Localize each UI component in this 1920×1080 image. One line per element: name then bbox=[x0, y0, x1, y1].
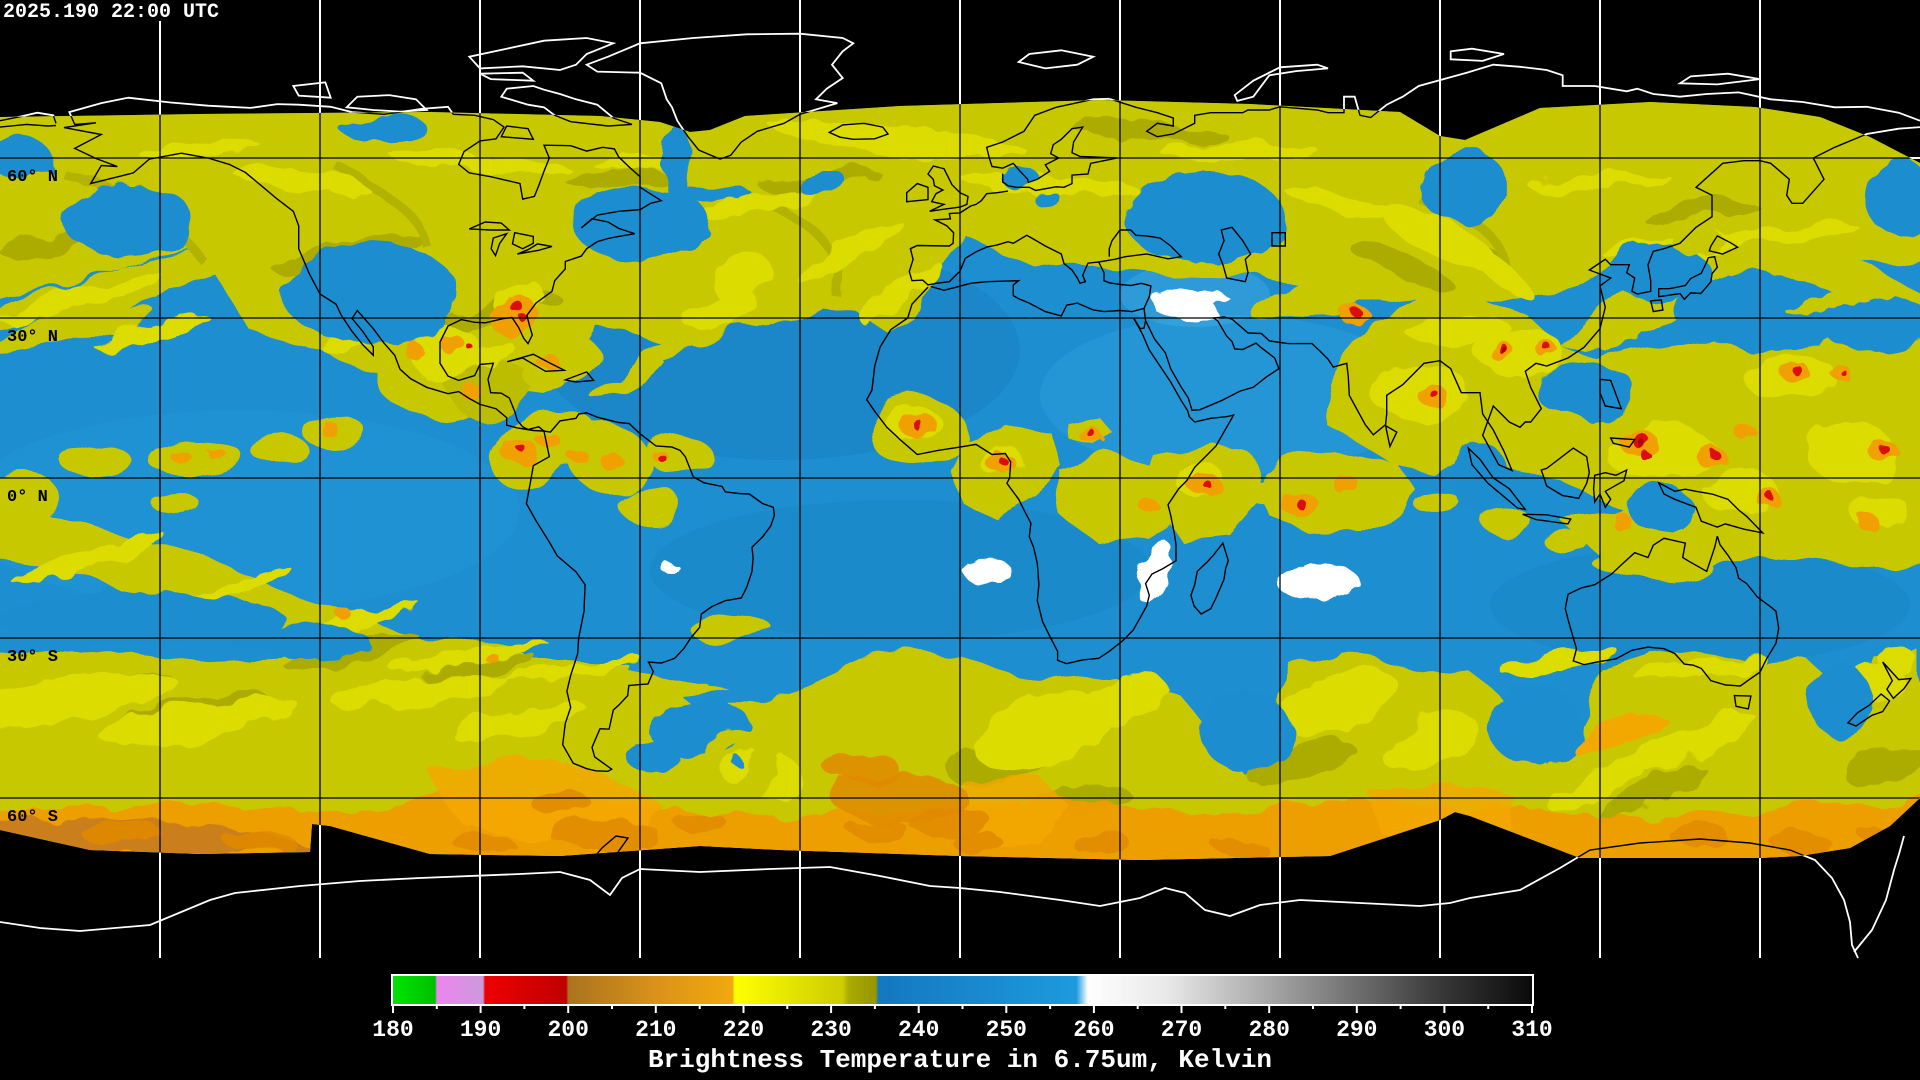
svg-text:60° N: 60° N bbox=[7, 168, 58, 187]
svg-text:30° N: 30° N bbox=[7, 328, 58, 347]
svg-text:220: 220 bbox=[723, 1017, 764, 1043]
svg-text:Brightness Temperature in 6.75: Brightness Temperature in 6.75um, Kelvin bbox=[648, 1045, 1272, 1075]
svg-text:230: 230 bbox=[810, 1017, 851, 1043]
svg-text:260: 260 bbox=[1073, 1017, 1114, 1043]
svg-text:310: 310 bbox=[1511, 1017, 1552, 1043]
svg-text:190: 190 bbox=[460, 1017, 501, 1043]
svg-text:250: 250 bbox=[986, 1017, 1027, 1043]
svg-text:270: 270 bbox=[1161, 1017, 1202, 1043]
svg-text:280: 280 bbox=[1248, 1017, 1289, 1043]
svg-text:60° S: 60° S bbox=[7, 808, 58, 827]
svg-text:180: 180 bbox=[372, 1017, 413, 1043]
svg-text:200: 200 bbox=[547, 1017, 588, 1043]
svg-text:210: 210 bbox=[635, 1017, 676, 1043]
svg-text:30° S: 30° S bbox=[7, 648, 58, 667]
svg-text:300: 300 bbox=[1424, 1017, 1465, 1043]
svg-text:240: 240 bbox=[898, 1017, 939, 1043]
svg-text:290: 290 bbox=[1336, 1017, 1377, 1043]
svg-text:2025.190 22:00 UTC: 2025.190 22:00 UTC bbox=[3, 1, 219, 24]
svg-text:0° N: 0° N bbox=[7, 488, 48, 507]
